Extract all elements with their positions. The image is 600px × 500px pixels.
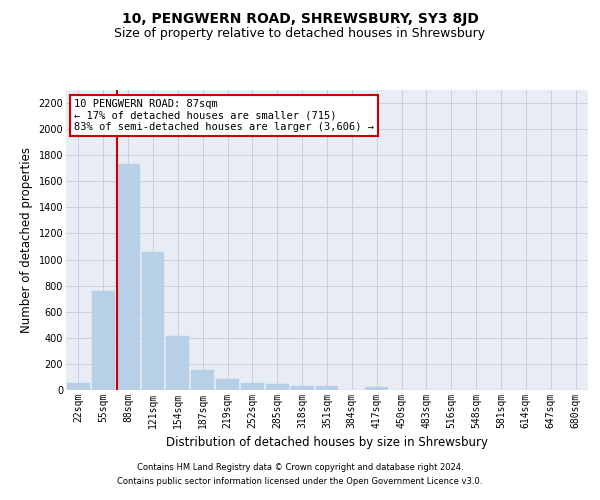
Bar <box>92 291 115 390</box>
Text: 10 PENGWERN ROAD: 87sqm
← 17% of detached houses are smaller (715)
83% of semi-d: 10 PENGWERN ROAD: 87sqm ← 17% of detache… <box>74 99 374 132</box>
Bar <box>67 383 90 390</box>
Bar <box>316 386 338 390</box>
Bar <box>191 370 214 390</box>
Text: Contains public sector information licensed under the Open Government Licence v3: Contains public sector information licen… <box>118 477 482 486</box>
Bar <box>266 384 289 390</box>
Bar <box>241 384 264 390</box>
Text: 10, PENGWERN ROAD, SHREWSBURY, SY3 8JD: 10, PENGWERN ROAD, SHREWSBURY, SY3 8JD <box>122 12 478 26</box>
Bar <box>166 336 189 390</box>
Text: Size of property relative to detached houses in Shrewsbury: Size of property relative to detached ho… <box>115 28 485 40</box>
Y-axis label: Number of detached properties: Number of detached properties <box>20 147 33 333</box>
Text: Contains HM Land Registry data © Crown copyright and database right 2024.: Contains HM Land Registry data © Crown c… <box>137 464 463 472</box>
Bar <box>216 379 239 390</box>
Bar <box>365 388 388 390</box>
X-axis label: Distribution of detached houses by size in Shrewsbury: Distribution of detached houses by size … <box>166 436 488 450</box>
Bar <box>291 386 314 390</box>
Bar <box>117 164 140 390</box>
Bar <box>142 252 164 390</box>
